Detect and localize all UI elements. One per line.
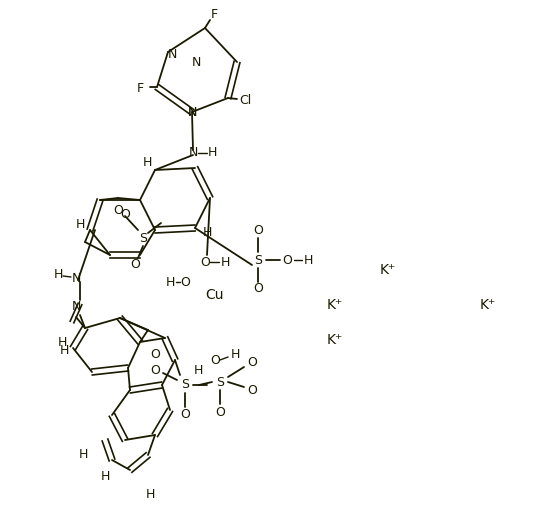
Text: O: O — [253, 224, 263, 237]
Text: N: N — [187, 105, 197, 118]
Text: H: H — [100, 470, 110, 483]
Text: S: S — [181, 378, 189, 391]
Text: F: F — [210, 8, 217, 22]
Text: H: H — [145, 489, 155, 501]
Text: F: F — [137, 82, 144, 95]
Text: K⁺: K⁺ — [327, 333, 343, 347]
Text: H: H — [53, 268, 63, 281]
Text: K⁺: K⁺ — [380, 263, 396, 277]
Text: N: N — [72, 300, 81, 313]
Text: O: O — [210, 354, 220, 367]
Text: O: O — [253, 282, 263, 296]
Text: O: O — [120, 208, 130, 221]
Text: N: N — [167, 48, 176, 60]
Text: H: H — [143, 157, 152, 170]
Text: K⁺: K⁺ — [480, 298, 496, 312]
Text: O: O — [150, 348, 160, 361]
Text: H: H — [193, 363, 203, 376]
Text: O: O — [130, 258, 140, 271]
Text: S: S — [139, 232, 147, 245]
Text: H: H — [165, 276, 175, 288]
Text: O: O — [215, 405, 225, 418]
Text: S: S — [216, 375, 224, 388]
Text: O: O — [180, 408, 190, 421]
Text: O: O — [282, 253, 292, 266]
Text: H: H — [207, 146, 217, 160]
Text: O: O — [180, 276, 190, 288]
Text: H: H — [303, 253, 313, 266]
Text: N: N — [188, 146, 197, 160]
Text: O: O — [150, 364, 160, 377]
Text: N: N — [192, 55, 201, 68]
Text: O: O — [113, 204, 123, 217]
Text: H: H — [58, 336, 67, 348]
Text: N: N — [72, 271, 81, 284]
Text: S: S — [254, 253, 262, 266]
Text: K⁺: K⁺ — [327, 298, 343, 312]
Text: O: O — [247, 356, 257, 369]
Text: H: H — [221, 255, 230, 268]
Text: Cl: Cl — [239, 94, 251, 107]
Text: H: H — [202, 225, 211, 238]
Text: N: N — [187, 107, 197, 119]
Text: O: O — [200, 255, 210, 268]
Text: H: H — [75, 219, 84, 232]
Text: O: O — [247, 384, 257, 397]
Text: H: H — [79, 449, 88, 462]
Text: H: H — [230, 348, 240, 361]
Text: H: H — [59, 343, 69, 357]
Text: Cu: Cu — [206, 288, 224, 302]
